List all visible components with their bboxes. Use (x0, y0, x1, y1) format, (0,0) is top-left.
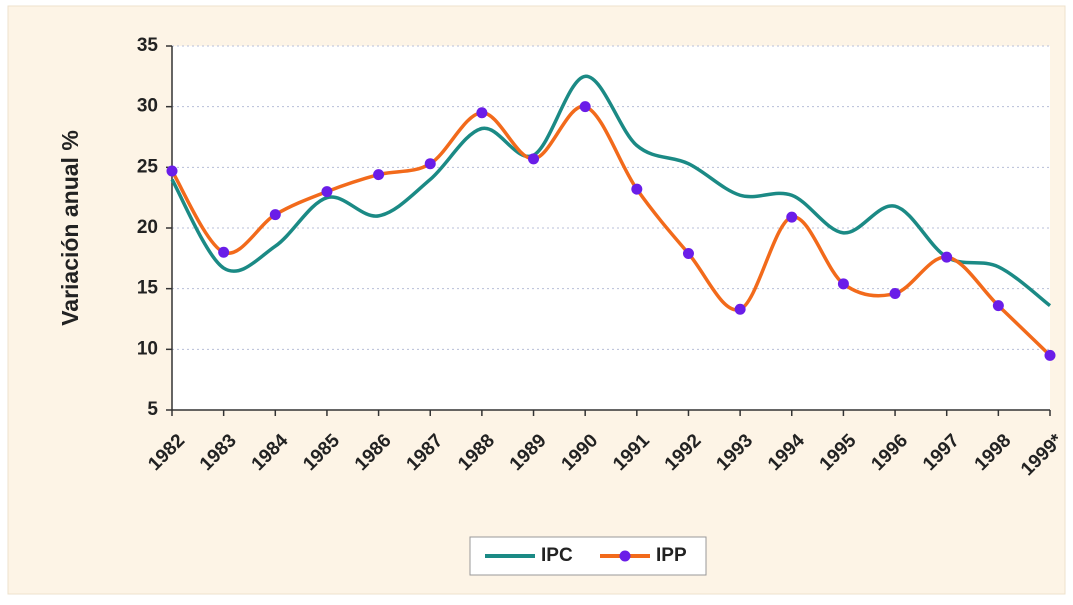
y-tick-label: 15 (137, 278, 159, 299)
data-point (579, 101, 591, 113)
data-point (528, 153, 540, 165)
data-point (373, 169, 385, 181)
legend-marker (619, 550, 631, 562)
data-point (786, 211, 798, 223)
legend-label: IPC (541, 545, 573, 566)
y-tick-label: 30 (137, 96, 158, 117)
data-point (218, 246, 230, 258)
data-point (424, 158, 436, 170)
y-axis-title: Variación anual % (57, 130, 83, 326)
y-tick-label: 10 (137, 338, 158, 359)
y-tick-label: 20 (137, 217, 158, 238)
data-point (269, 209, 281, 221)
data-point (992, 300, 1004, 312)
data-point (837, 278, 849, 290)
data-point (1044, 349, 1056, 361)
y-tick-label: 35 (137, 35, 159, 56)
data-point (166, 165, 178, 177)
data-point (734, 303, 746, 315)
data-point (941, 251, 953, 263)
y-tick-label: 5 (147, 399, 158, 420)
data-point (889, 288, 901, 300)
data-point (631, 183, 643, 195)
legend-label: IPP (656, 545, 687, 566)
data-point (682, 247, 694, 259)
series-line (170, 74, 1052, 308)
y-tick-label: 25 (137, 156, 159, 177)
data-point (321, 186, 333, 198)
data-point (476, 107, 488, 119)
